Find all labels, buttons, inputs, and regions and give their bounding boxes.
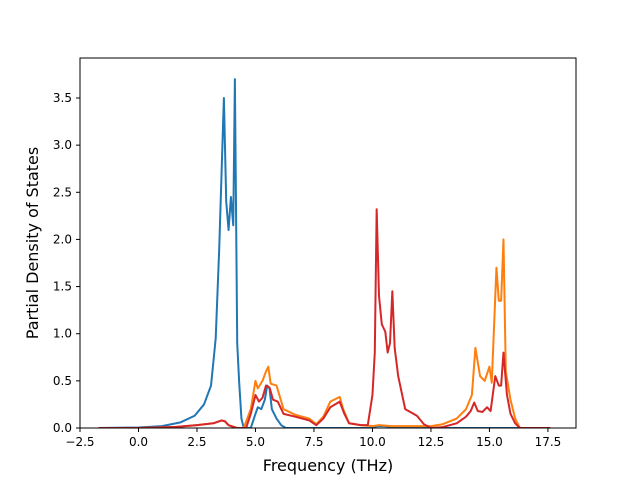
y-tick-label: 3.5 — [53, 91, 72, 105]
x-tick-label: 7.5 — [304, 435, 323, 449]
y-tick-label: 0.5 — [53, 374, 72, 388]
y-tick-label: 1.5 — [53, 280, 72, 294]
plot-frame — [79, 57, 577, 429]
x-axis-label: Frequency (THz) — [263, 456, 393, 475]
series-layer — [98, 78, 551, 428]
x-axis-ticks: −2.5 0.0 2.5 5.0 7.5 10.0 12.5 15.0 17.5 — [65, 428, 561, 449]
x-tick-label: 2.5 — [187, 435, 206, 449]
y-tick-label: 2.0 — [53, 232, 72, 246]
x-tick-label: 17.5 — [535, 435, 562, 449]
x-tick-label: 10.0 — [359, 435, 386, 449]
series-line-3 — [98, 208, 551, 428]
y-axis-ticks: 0.0 0.5 1.0 1.5 2.0 2.5 3.0 3.5 — [53, 91, 80, 435]
y-tick-label: 3.0 — [53, 138, 72, 152]
y-axis-label: Partial Density of States — [23, 147, 42, 339]
x-tick-label: −2.5 — [65, 435, 94, 449]
y-tick-label: 0.0 — [53, 421, 72, 435]
x-tick-label: 0.0 — [129, 435, 148, 449]
x-tick-label: 15.0 — [476, 435, 503, 449]
y-tick-label: 2.5 — [53, 185, 72, 199]
x-tick-label: 5.0 — [246, 435, 265, 449]
series-line-1 — [98, 78, 551, 428]
x-tick-label: 12.5 — [418, 435, 445, 449]
y-tick-label: 1.0 — [53, 327, 72, 341]
